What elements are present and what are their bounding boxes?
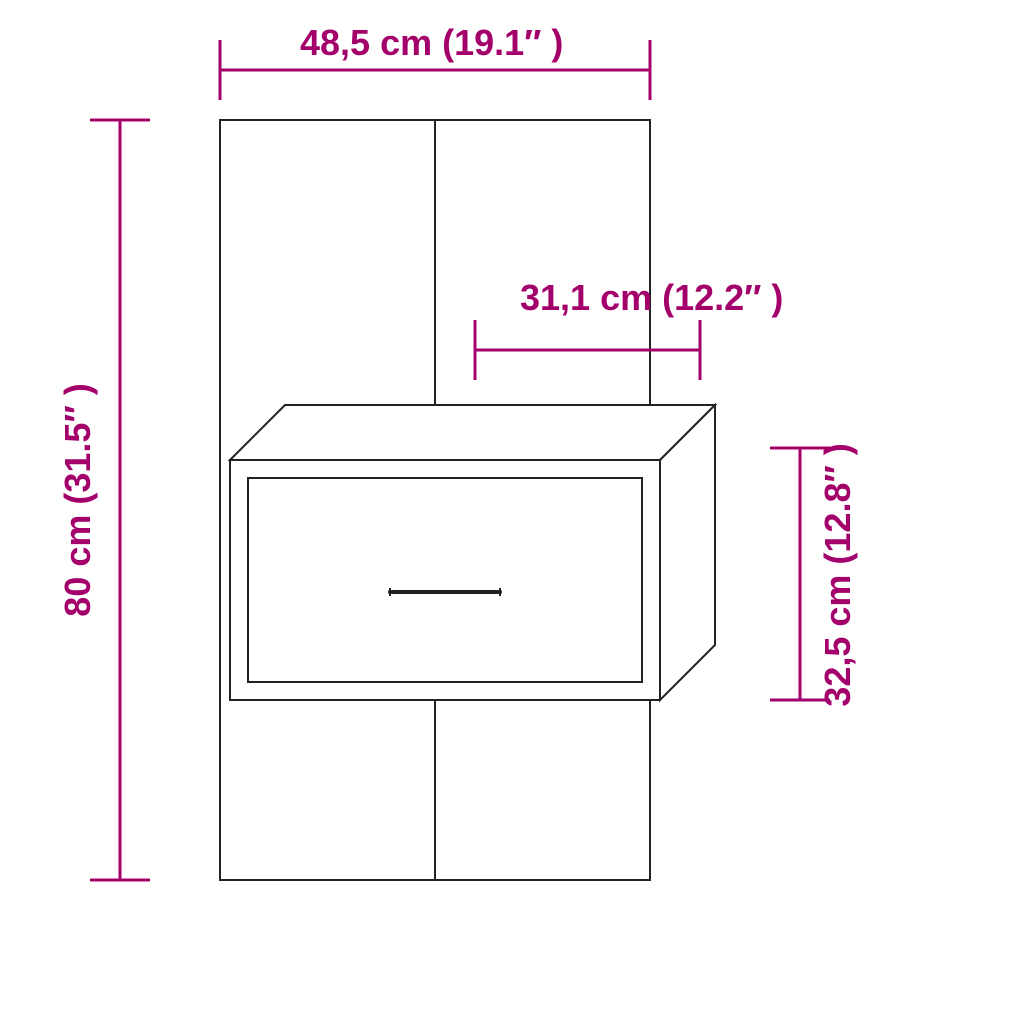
dim-width-label: 48,5 cm (19.1″ )	[300, 22, 563, 63]
drawer-front	[248, 478, 642, 682]
cabinet-top	[230, 405, 715, 460]
dim-height-cabinet-label: 32,5 cm (12.8″ )	[817, 443, 858, 706]
dim-depth-label: 31,1 cm (12.2″ )	[520, 277, 783, 318]
dim-height-total-label: 80 cm (31.5″ )	[57, 383, 98, 616]
